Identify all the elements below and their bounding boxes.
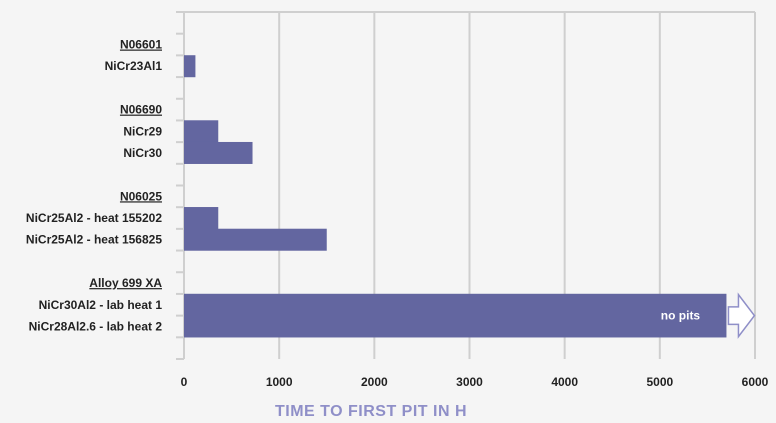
bar-NiCr23Al1 bbox=[184, 55, 196, 78]
group-heading: Alloy 699 XA bbox=[89, 276, 162, 290]
bar-NiCr25Al2 - heat 155202 bbox=[184, 207, 219, 230]
group-heading: N06025 bbox=[120, 189, 162, 203]
bars: no pits bbox=[184, 55, 756, 339]
no-pits-annotation: no pits bbox=[661, 309, 701, 323]
bar-label: NiCr28Al2.6 - lab heat 2 bbox=[29, 319, 163, 333]
group-heading: N06601 bbox=[120, 38, 162, 52]
bar-label: NiCr23Al1 bbox=[105, 59, 163, 73]
group-heading: N06690 bbox=[120, 103, 162, 117]
arrow-icon bbox=[727, 292, 756, 339]
bar-NiCr30 bbox=[184, 141, 253, 164]
x-tick-labels: 0 1000 2000 3000 4000 5000 6000 bbox=[181, 375, 769, 389]
x-axis-title: TIME TO FIRST PIT IN H bbox=[275, 403, 467, 420]
bar-label: NiCr29 bbox=[123, 124, 162, 138]
bar-label: NiCr30Al2 - lab heat 1 bbox=[39, 298, 163, 312]
x-tick-label-0: 0 bbox=[181, 375, 188, 389]
bar-label: NiCr30 bbox=[123, 146, 162, 160]
x-tick-label-5000: 5000 bbox=[646, 375, 673, 389]
category-labels: N06601 NiCr23Al1 N06690 NiCr29 NiCr30 N06025 N… bbox=[26, 38, 162, 334]
bar-label: NiCr25Al2 - heat 155202 bbox=[26, 211, 162, 225]
x-tick-label-1000: 1000 bbox=[266, 375, 293, 389]
bar-NiCr30Al2 - lab heat 1 bbox=[184, 293, 727, 338]
bar-NiCr25Al2 - heat 156825 bbox=[184, 228, 327, 251]
x-tick-label-2000: 2000 bbox=[361, 375, 388, 389]
x-tick-label-4000: 4000 bbox=[551, 375, 578, 389]
x-tick-label-3000: 3000 bbox=[456, 375, 483, 389]
x-tick-label-6000: 6000 bbox=[742, 375, 769, 389]
gridlines bbox=[176, 11, 756, 360]
bar-label: NiCr25Al2 - heat 156825 bbox=[26, 233, 162, 247]
bar-NiCr29 bbox=[184, 120, 219, 143]
